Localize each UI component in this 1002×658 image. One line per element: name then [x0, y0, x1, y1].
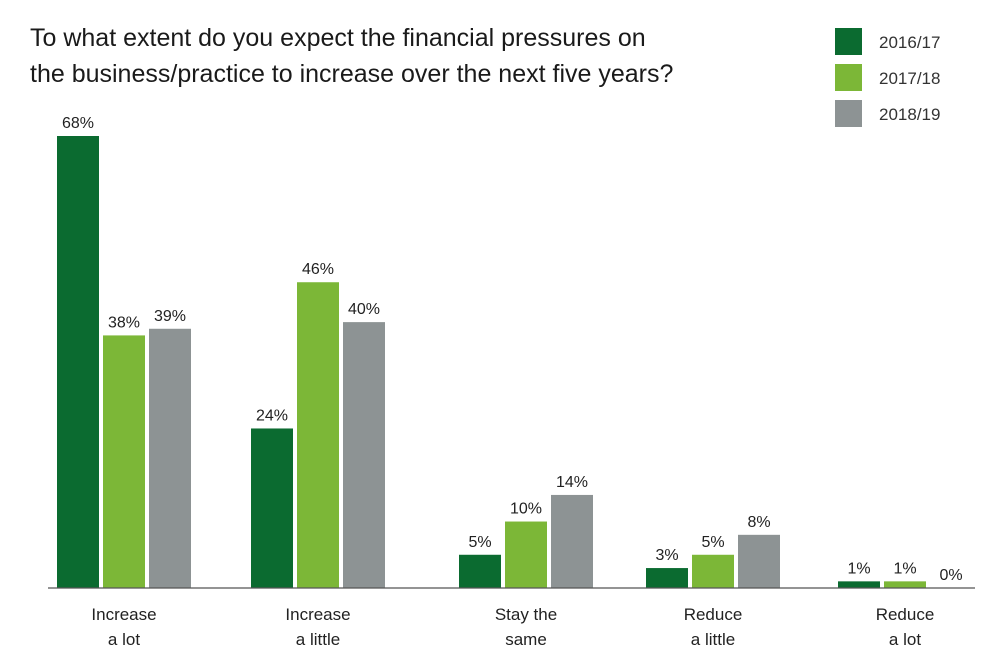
value-label-4-1: 1%: [893, 560, 916, 577]
chart-title-line-2: the business/practice to increase over t…: [30, 60, 673, 88]
category-label-2-0: Stay the: [495, 605, 557, 624]
category-label-1-1: a little: [296, 630, 340, 649]
legend-label-2018-19: 2018/19: [879, 105, 940, 124]
bar-0-0: [57, 136, 99, 588]
legend: 2016/17 2017/18 2018/19: [835, 28, 940, 127]
category-label-0-1: a lot: [108, 630, 140, 649]
category-label-2-1: same: [505, 630, 547, 649]
category-label-0-0: Increase: [91, 605, 156, 624]
chart-title-line-1: To what extent do you expect the financi…: [30, 24, 646, 52]
legend-label-2017-18: 2017/18: [879, 69, 940, 88]
category-label-4-1: a lot: [889, 630, 921, 649]
category-label-3-1: a little: [691, 630, 735, 649]
bar-1-0: [251, 428, 293, 588]
bar-1-1: [297, 282, 339, 588]
bar-3-0: [646, 568, 688, 588]
bar-1-2: [343, 322, 385, 588]
bar-3-2: [738, 534, 780, 588]
bar-4-1: [884, 581, 926, 588]
bar-2-0: [459, 554, 501, 588]
value-label-2-1: 10%: [510, 501, 542, 518]
value-label-1-0: 24%: [256, 407, 288, 424]
bars-group: [57, 136, 926, 588]
bar-2-2: [551, 494, 593, 588]
legend-swatch-2017-18: [835, 64, 862, 91]
bar-3-1: [692, 554, 734, 588]
legend-label-2016-17: 2016/17: [879, 33, 940, 52]
value-label-0-0: 68%: [62, 115, 94, 132]
value-label-3-1: 5%: [701, 534, 724, 551]
value-label-2-2: 14%: [556, 474, 588, 491]
value-label-2-0: 5%: [468, 534, 491, 551]
value-label-0-2: 39%: [154, 308, 186, 325]
value-label-0-1: 38%: [108, 314, 140, 331]
value-label-4-2: 0%: [939, 567, 962, 584]
bar-0-1: [103, 335, 145, 588]
value-label-3-2: 8%: [747, 514, 770, 531]
category-labels-group: Increase a lot Increase a little Stay the sam…: [91, 605, 934, 649]
value-label-4-0: 1%: [847, 560, 870, 577]
value-label-1-2: 40%: [348, 301, 380, 318]
bar-0-2: [149, 328, 191, 588]
bar-4-0: [838, 581, 880, 588]
legend-swatch-2016-17: [835, 28, 862, 55]
value-labels-group: 68% 38% 39% 24% 46% 40% 5% 10% 14% 3% 5% 8% 1% 1% 0%: [62, 115, 963, 584]
bar-2-1: [505, 521, 547, 588]
category-label-4-0: Reduce: [876, 605, 935, 624]
category-label-3-0: Reduce: [684, 605, 743, 624]
value-label-1-1: 46%: [302, 261, 334, 278]
value-label-3-0: 3%: [655, 547, 678, 564]
legend-swatch-2018-19: [835, 100, 862, 127]
category-label-1-0: Increase: [285, 605, 350, 624]
